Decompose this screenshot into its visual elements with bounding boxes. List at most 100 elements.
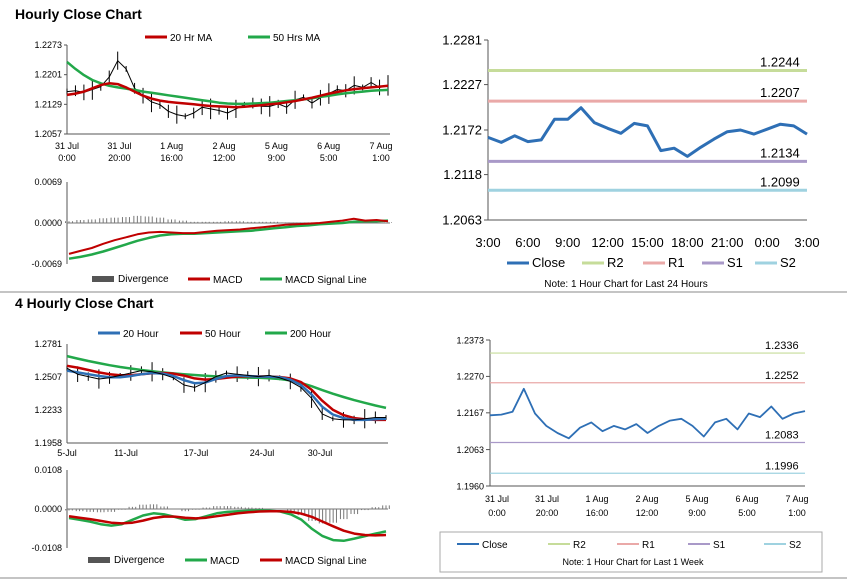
legend-divergence-label: Divergence <box>114 555 165 566</box>
legend-macd-label: MACD <box>210 556 239 567</box>
y-tick-label: 1.2373 <box>456 335 484 345</box>
weekly-chart: 1.2373 1.2270 1.2167 1.2063 1.1960 1.2336 1.22… <box>439 335 823 573</box>
close-line <box>66 60 389 117</box>
x-tick-label: 1 Aug <box>160 141 183 151</box>
y-tick-label: 1.2201 <box>34 70 62 80</box>
level-label-s1: 1.2134 <box>760 145 800 160</box>
x-tick-label: 24-Jul <box>250 448 275 458</box>
level-label-r1: 1.2252 <box>765 370 799 382</box>
y-tick-label: -0.0069 <box>31 259 62 269</box>
legend-r2-label: R2 <box>573 540 586 551</box>
y-tick-label: 1.1958 <box>34 438 62 448</box>
x-tick-label: 0:00 <box>58 153 76 163</box>
y-tick-label: 0.0000 <box>34 504 62 514</box>
level-label-r2: 1.2336 <box>765 340 799 352</box>
x-tick-label: 12:00 <box>591 235 624 250</box>
x-tick-label: 31 Jul <box>485 494 509 504</box>
x-tick-label: 17-Jul <box>184 448 209 458</box>
x-tick-label: 30-Jul <box>308 448 333 458</box>
legend-s1-label: S1 <box>727 255 743 270</box>
y-tick-label: 1.2167 <box>456 408 484 418</box>
legend-macd-label: MACD <box>213 275 242 286</box>
legend-20hr-ma-label: 20 Hr MA <box>170 33 213 44</box>
four-hourly-section-title: 4 Hourly Close Chart <box>15 295 154 311</box>
x-tick-label: 2 Aug <box>635 494 658 504</box>
y-tick-label: 1.2233 <box>34 405 62 415</box>
legend-s1-label: S1 <box>713 540 726 551</box>
level-label-r1: 1.2207 <box>760 85 800 100</box>
x-tick-label: 2 Aug <box>212 141 235 151</box>
level-label-s1: 1.2083 <box>765 430 799 442</box>
legend-50-hour-label: 50 Hour <box>205 329 241 340</box>
legend-r1-label: R1 <box>668 255 685 270</box>
x-tick-label: 31 Jul <box>535 494 559 504</box>
legend-box <box>439 531 823 573</box>
y-tick-label: 1.2057 <box>34 129 62 139</box>
x-tick-label: 0:00 <box>488 508 506 518</box>
x-tick-label: 6:00 <box>515 235 540 250</box>
level-label-r2: 1.2244 <box>760 55 800 70</box>
legend-20-hour-label: 20 Hour <box>123 329 159 340</box>
x-tick-label: 9:00 <box>555 235 580 250</box>
y-tick-label: 1.1960 <box>456 481 484 491</box>
x-tick-label: 12:00 <box>213 153 236 163</box>
y-tick-label: 0.0000 <box>34 218 62 228</box>
x-tick-label: 1:00 <box>372 153 390 163</box>
ma20-line <box>66 369 387 422</box>
ma20-line <box>66 82 389 109</box>
x-tick-label: 31 Jul <box>107 141 131 151</box>
legend-r2-label: R2 <box>607 255 624 270</box>
y-tick-label: 0.0108 <box>34 465 62 475</box>
chart-note: Note: 1 Hour Chart for Last 24 Hours <box>544 279 707 290</box>
x-tick-label: 5-Jul <box>57 448 77 458</box>
chart-note: Note: 1 Hour Chart for Last 1 Week <box>563 557 704 567</box>
y-tick-label: 1.2063 <box>456 445 484 455</box>
close-line <box>66 367 386 421</box>
x-tick-label: 3:00 <box>794 235 819 250</box>
y-tick-label: 1.2063 <box>442 212 482 227</box>
hourly-macd-chart: 0.0069 0.0000 -0.0069 Divergence MACD MACD Si… <box>31 177 392 286</box>
x-tick-label: 20:00 <box>536 508 559 518</box>
legend-s2-label: S2 <box>789 540 802 551</box>
x-tick-label: 16:00 <box>586 508 609 518</box>
y-tick-label: 1.2270 <box>456 372 484 382</box>
y-tick-label: 1.2507 <box>34 372 62 382</box>
x-tick-label: 0:00 <box>754 235 779 250</box>
x-tick-label: 7 Aug <box>369 141 392 151</box>
ma200-line <box>66 354 387 410</box>
y-tick-label: 1.2227 <box>442 77 482 92</box>
hourly-price-chart: 1.2273 1.2201 1.2129 1.2057 31 Jul 0:00 31 Jul… <box>34 33 392 163</box>
x-tick-label: 21:00 <box>711 235 744 250</box>
y-tick-label: -0.0108 <box>31 543 62 553</box>
hourly-24h-chart: 1.2281 1.2227 1.2172 1.2118 1.2063 1.2244 1.22… <box>442 32 819 290</box>
legend-50hrs-ma-label: 50 Hrs MA <box>273 33 321 44</box>
y-tick-label: 1.2118 <box>443 167 482 182</box>
level-label-s2: 1.1996 <box>765 460 799 472</box>
legend-macd-signal-label: MACD Signal Line <box>285 275 367 286</box>
x-tick-label: 9:00 <box>688 508 706 518</box>
y-tick-label: 1.2129 <box>34 99 62 109</box>
legend-s2-label: S2 <box>780 255 796 270</box>
legend-divergence-swatch <box>88 557 110 563</box>
hourly-section-title: Hourly Close Chart <box>15 6 142 22</box>
x-tick-label: 11-Jul <box>114 448 138 458</box>
x-tick-label: 6 Aug <box>317 141 340 151</box>
x-tick-label: 1 Aug <box>585 494 608 504</box>
x-tick-label: 3:00 <box>475 235 500 250</box>
x-tick-label: 16:00 <box>160 153 183 163</box>
level-label-s2: 1.2099 <box>760 174 800 189</box>
x-tick-label: 1:00 <box>788 508 806 518</box>
y-tick-label: 1.2281 <box>442 32 482 47</box>
y-tick-label: 1.2273 <box>34 40 62 50</box>
legend-close-label: Close <box>482 540 508 551</box>
y-tick-label: 1.2172 <box>442 122 482 137</box>
legend-200-hour-label: 200 Hour <box>290 329 332 340</box>
close-line <box>489 387 806 440</box>
macd-signal-line <box>68 219 389 260</box>
close-line <box>487 106 808 158</box>
x-tick-label: 5 Aug <box>685 494 708 504</box>
ma50-line <box>66 60 389 106</box>
y-tick-label: 1.2781 <box>34 339 62 349</box>
y-tick-label: 0.0069 <box>34 177 62 187</box>
